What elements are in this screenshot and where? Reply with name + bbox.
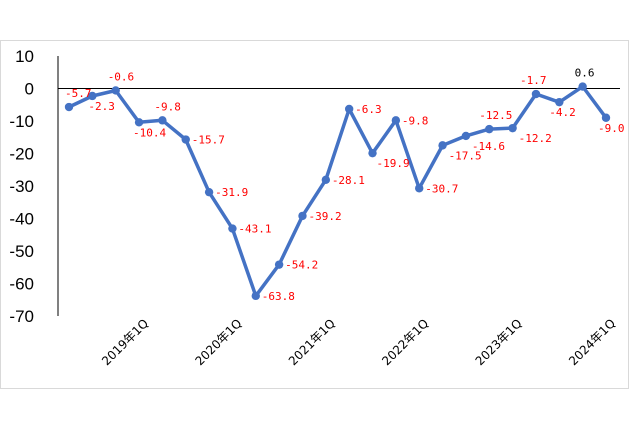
x-tick-label: 2024年1Q	[566, 316, 618, 368]
data-label: -63.8	[262, 290, 295, 303]
data-label: -43.1	[238, 223, 271, 236]
data-point	[158, 116, 167, 125]
data-point	[134, 118, 144, 127]
x-tick-label: 2021年1Q	[286, 316, 338, 368]
y-tick-label: 10	[15, 47, 34, 66]
data-point	[485, 124, 494, 134]
data-label: -30.7	[425, 182, 458, 195]
data-label: -9.8	[154, 100, 181, 113]
x-tick-label: 2020年1Q	[192, 316, 244, 368]
data-point	[555, 97, 564, 107]
data-label: 0.6	[575, 67, 595, 80]
data-point	[321, 175, 331, 185]
series-line	[68, 84, 608, 298]
y-tick-label: -10	[9, 112, 34, 131]
data-point	[64, 102, 74, 112]
data-label: -9.8	[402, 114, 429, 127]
data-label: -14.6	[472, 140, 505, 153]
y-tick-label: 0	[25, 80, 34, 99]
data-label: -12.2	[519, 132, 552, 145]
data-point	[274, 260, 284, 269]
data-label: -12.5	[479, 109, 512, 122]
x-tick-label: 2023年1Q	[473, 316, 525, 368]
data-point	[228, 224, 237, 233]
data-label: -5.7	[65, 87, 92, 100]
data-point	[531, 89, 541, 99]
data-point	[391, 116, 401, 125]
data-point	[438, 141, 447, 150]
data-label: -15.7	[192, 134, 225, 147]
data-point	[578, 82, 587, 91]
data-label: -54.2	[285, 259, 318, 272]
data-label: -17.5	[449, 149, 482, 162]
data-point	[415, 184, 424, 193]
data-label: -1.7	[520, 74, 547, 87]
data-label: -6.3	[355, 103, 382, 116]
data-point	[204, 187, 214, 197]
data-label: -4.2	[549, 106, 576, 119]
data-label: -28.1	[332, 174, 365, 187]
data-point	[344, 104, 354, 114]
y-tick-label: -70	[9, 307, 34, 326]
data-point	[298, 211, 307, 221]
y-tick-label: -60	[9, 275, 34, 294]
data-point	[601, 113, 611, 122]
y-tick-label: -40	[9, 210, 34, 229]
data-label: -19.9	[377, 157, 410, 170]
data-label: -39.2	[308, 210, 341, 223]
data-label: -10.4	[133, 126, 166, 139]
data-point	[251, 291, 260, 301]
data-point	[508, 123, 517, 133]
data-point	[368, 148, 377, 158]
data-label: -9.0	[598, 122, 625, 135]
x-tick-label: 2022年1Q	[379, 316, 431, 368]
x-tick-label: 2019年1Q	[99, 316, 151, 368]
y-tick-label: -30	[9, 177, 34, 196]
data-point	[461, 131, 471, 141]
y-tick-label: -50	[9, 242, 34, 261]
data-point	[181, 135, 190, 144]
data-label: -31.9	[215, 186, 248, 199]
data-point	[111, 86, 120, 95]
chart-frame	[0, 40, 629, 389]
y-tick-label: -20	[9, 145, 34, 164]
data-label: -0.6	[108, 70, 134, 83]
data-label: -2.3	[88, 100, 115, 113]
data-point	[88, 91, 97, 101]
